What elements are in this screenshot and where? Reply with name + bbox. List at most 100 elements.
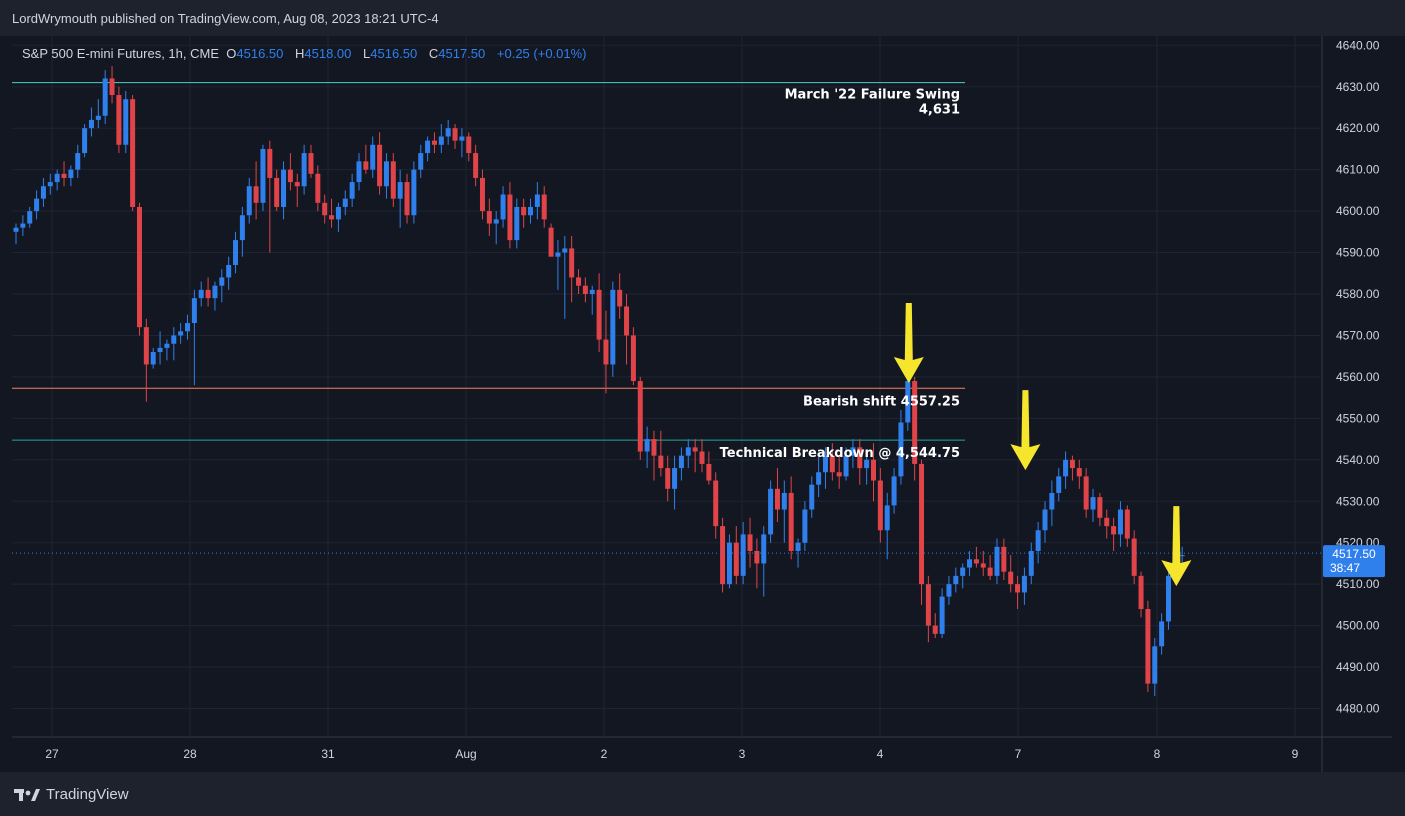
candle-body xyxy=(281,169,287,207)
time-tick-label: 3 xyxy=(739,747,746,761)
candle-body xyxy=(562,248,568,253)
candle-body xyxy=(733,542,739,576)
last-price-value: 4517.50 xyxy=(1332,547,1376,561)
candle-body xyxy=(1104,517,1110,527)
price-tick-label: 4590.00 xyxy=(1336,246,1380,260)
candle-body xyxy=(603,339,609,365)
ohlc-legend: S&P 500 E-mini Futures, 1h, CME O4516.50… xyxy=(22,46,587,61)
candle-body xyxy=(20,223,26,228)
candle-body xyxy=(466,136,472,154)
candle-body xyxy=(877,480,883,531)
candle-body xyxy=(768,488,774,535)
candle-body xyxy=(164,343,170,348)
candle-body xyxy=(781,492,787,510)
candle-body xyxy=(967,559,973,568)
arrow-down-icon xyxy=(893,303,924,384)
publish-header: LordWrymouth published on TradingView.co… xyxy=(0,0,1405,36)
candle-body xyxy=(582,285,588,294)
candle-body xyxy=(191,298,197,324)
candle-body xyxy=(884,505,890,531)
candle-body xyxy=(109,78,115,96)
candle-body xyxy=(706,463,712,481)
candle-body xyxy=(774,488,780,510)
candle-body xyxy=(47,182,53,187)
high-label: H xyxy=(295,46,305,61)
candle-body xyxy=(171,335,177,344)
candle-body xyxy=(150,352,156,365)
candle-body xyxy=(644,439,650,452)
technical-breakdown-label: Technical Breakdown @ 4,544.75 xyxy=(720,446,960,461)
publisher-caption: LordWrymouth published on TradingView.co… xyxy=(12,11,439,26)
candle-body xyxy=(185,323,190,332)
price-tick-label: 4610.00 xyxy=(1336,163,1380,177)
price-tick-label: 4570.00 xyxy=(1336,328,1380,342)
candle-body xyxy=(617,289,623,307)
candle-body xyxy=(500,194,506,220)
candle-body xyxy=(1076,468,1082,477)
chart-frame[interactable] xyxy=(0,36,1392,772)
candle-body xyxy=(1015,584,1021,593)
candle-body xyxy=(88,119,94,129)
price-tick-label: 4600.00 xyxy=(1336,204,1380,218)
candle-body xyxy=(322,202,328,216)
tradingview-logo[interactable]: TradingView xyxy=(14,786,129,803)
low-value: 4516.50 xyxy=(370,46,418,61)
candle-body xyxy=(226,264,232,278)
candle-body xyxy=(102,78,108,116)
candle-body xyxy=(34,198,40,212)
candle-body xyxy=(178,331,184,336)
candle-body xyxy=(1021,575,1027,593)
candle-body xyxy=(528,206,533,216)
candle-body xyxy=(843,455,849,477)
candle-body xyxy=(486,211,492,224)
candle-body xyxy=(816,472,822,485)
candle-body xyxy=(912,381,918,464)
candle-body xyxy=(27,211,33,224)
candle-body xyxy=(274,177,280,207)
candle-body xyxy=(13,227,19,232)
candle-body xyxy=(610,289,616,365)
time-tick-label: 7 xyxy=(1015,747,1022,761)
candle-body xyxy=(987,567,993,576)
candle-body xyxy=(576,277,582,286)
candle-body xyxy=(939,596,945,634)
candle-body xyxy=(864,459,870,469)
candle-body xyxy=(761,534,767,564)
candle-body xyxy=(267,148,273,178)
candle-body xyxy=(397,182,403,199)
candle-body xyxy=(370,144,376,170)
candle-body xyxy=(479,177,485,212)
tradingview-icon xyxy=(14,788,40,801)
candle-body xyxy=(445,128,451,137)
candle-body xyxy=(459,136,465,141)
candle-body xyxy=(212,285,218,299)
time-tick-label: 2 xyxy=(601,747,608,761)
price-tick-label: 4550.00 xyxy=(1336,411,1380,425)
candle-body xyxy=(555,252,561,257)
candle-body xyxy=(994,546,1000,576)
price-tick-label: 4640.00 xyxy=(1336,38,1380,52)
price-tick-label: 4620.00 xyxy=(1336,121,1380,135)
brand-name: TradingView xyxy=(46,786,129,803)
candle-body xyxy=(342,198,348,207)
candle-body xyxy=(596,289,602,340)
symbol-title: S&P 500 E-mini Futures, 1h, CME xyxy=(22,46,220,61)
price-tick-label: 4500.00 xyxy=(1336,619,1380,633)
last-price-badge xyxy=(1323,545,1385,578)
candle-body xyxy=(630,335,636,382)
candle-body xyxy=(1069,459,1075,469)
time-tick-label: Aug xyxy=(455,747,476,761)
candle-body xyxy=(1035,530,1041,551)
candle-body xyxy=(425,140,431,154)
candle-body xyxy=(857,447,863,469)
candle-body xyxy=(507,194,513,241)
candle-body xyxy=(850,447,856,456)
candle-body xyxy=(438,136,444,145)
candle-body xyxy=(1138,575,1144,610)
candle-body xyxy=(905,381,911,423)
candle-body xyxy=(665,468,671,489)
candle-body xyxy=(287,169,293,183)
price-tick-label: 4490.00 xyxy=(1336,660,1380,674)
candle-body xyxy=(658,455,664,469)
